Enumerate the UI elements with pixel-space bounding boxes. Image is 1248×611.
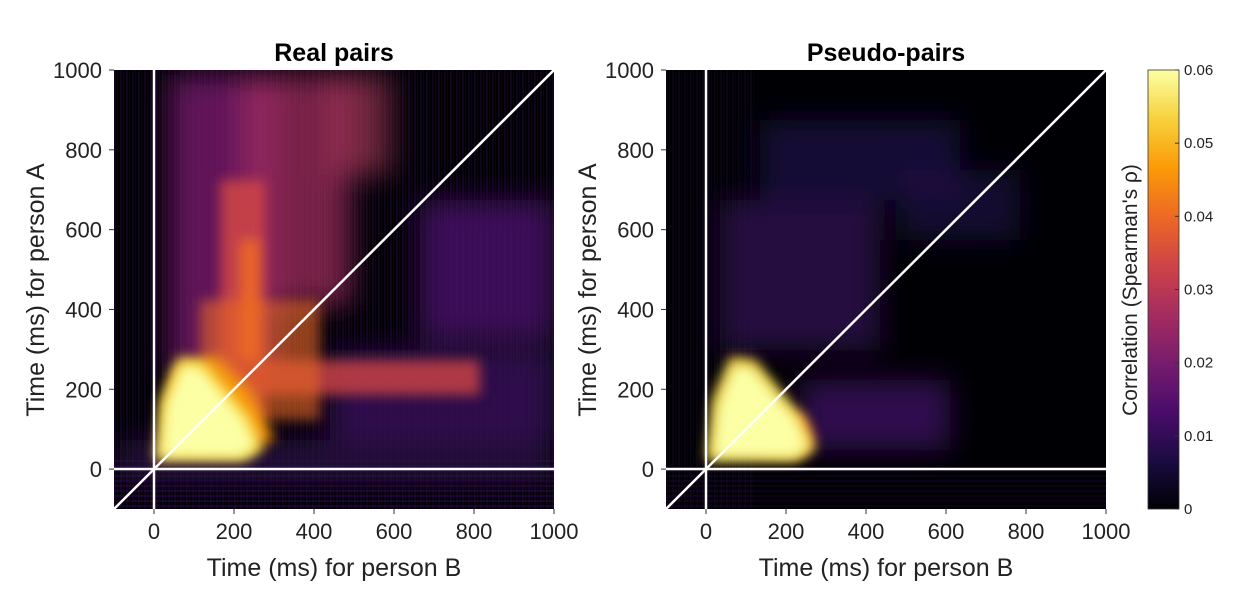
x-tick-label: 1000 — [530, 519, 579, 544]
colorbar-label: Correlation (Spearman's ρ) — [1119, 164, 1142, 416]
y-axis-label-real-pairs: Time (ms) for person A — [22, 163, 50, 417]
diagonal-line — [114, 70, 554, 509]
chart-title-real-pairs: Real pairs — [274, 39, 394, 67]
x-axis-ticks-pseudo-pairs: 0 200 400 600 800 1000 — [700, 509, 1131, 544]
x-axis-label-real-pairs: Time (ms) for person B — [207, 554, 462, 582]
heatmap-area-pseudo-pairs — [666, 70, 1106, 509]
x-axis-label-pseudo-pairs: Time (ms) for person B — [759, 554, 1014, 582]
heatmap-diffuse-regions — [720, 120, 1020, 450]
heatmap-peak-regions — [706, 356, 816, 462]
y-tick-label: 600 — [65, 218, 102, 243]
colorbar-tick-label: 0.05 — [1184, 135, 1213, 152]
colorbar-ticks: 0 0.01 0.02 0.03 0.04 0.05 0.06 — [1175, 62, 1213, 518]
chart-title-pseudo-pairs: Pseudo-pairs — [807, 39, 965, 67]
heatmap-pseudo-pairs: Pseudo-pairs 0 200 400 600 800 1000 0 200 400 60… — [574, 39, 1130, 582]
x-axis-ticks-real-pairs: 0 200 400 600 800 1000 — [148, 509, 579, 544]
colorbar-tick-label: 0.06 — [1184, 62, 1213, 79]
y-tick-label: 800 — [65, 138, 102, 163]
x-tick-label: 800 — [1008, 519, 1045, 544]
x-tick-label: 0 — [700, 519, 712, 544]
y-tick-label: 400 — [65, 297, 102, 322]
diagonal-line — [666, 70, 1106, 509]
y-axis-label-pseudo-pairs: Time (ms) for person A — [574, 163, 602, 417]
colorbar-tick-label: 0 — [1184, 501, 1192, 518]
y-axis-ticks-real-pairs: 0 200 400 600 800 1000 — [53, 58, 114, 482]
y-tick-label: 600 — [617, 218, 654, 243]
y-tick-label: 0 — [642, 457, 654, 482]
y-tick-label: 1000 — [53, 58, 102, 83]
colorbar-tick-label: 0.02 — [1184, 355, 1213, 372]
y-tick-label: 800 — [617, 138, 654, 163]
x-tick-label: 400 — [848, 519, 885, 544]
y-tick-label: 200 — [65, 377, 102, 402]
colorbar-tick-label: 0.03 — [1184, 282, 1213, 299]
y-tick-label: 200 — [617, 377, 654, 402]
heatmap-real-pairs: Real pairs — [22, 39, 578, 582]
x-tick-label: 200 — [216, 519, 253, 544]
x-tick-label: 200 — [768, 519, 805, 544]
y-tick-label: 400 — [617, 297, 654, 322]
heatmap-peak-region — [706, 356, 816, 462]
heatmap-texture-horizontal — [666, 470, 1106, 509]
y-axis-ticks-pseudo-pairs: 0 200 400 600 800 1000 — [605, 58, 666, 482]
colorbar-tick-label: 0.04 — [1184, 208, 1213, 225]
y-tick-label: 1000 — [605, 58, 654, 83]
y-tick-label: 0 — [90, 457, 102, 482]
x-tick-label: 600 — [928, 519, 965, 544]
heatmap-peak-region — [154, 356, 264, 462]
heatmap-area-real-pairs — [114, 70, 554, 509]
heatmap-peak-regions — [154, 356, 264, 462]
colorbar: 0 0.01 0.02 0.03 0.04 0.05 0.06 Correlation (S… — [1119, 62, 1213, 518]
x-tick-label: 0 — [148, 519, 160, 544]
x-tick-label: 1000 — [1082, 519, 1131, 544]
colorbar-tick-label: 0.01 — [1184, 428, 1213, 445]
x-tick-label: 600 — [376, 519, 413, 544]
colorbar-gradient — [1147, 69, 1180, 510]
x-tick-label: 400 — [296, 519, 333, 544]
x-tick-label: 800 — [456, 519, 493, 544]
